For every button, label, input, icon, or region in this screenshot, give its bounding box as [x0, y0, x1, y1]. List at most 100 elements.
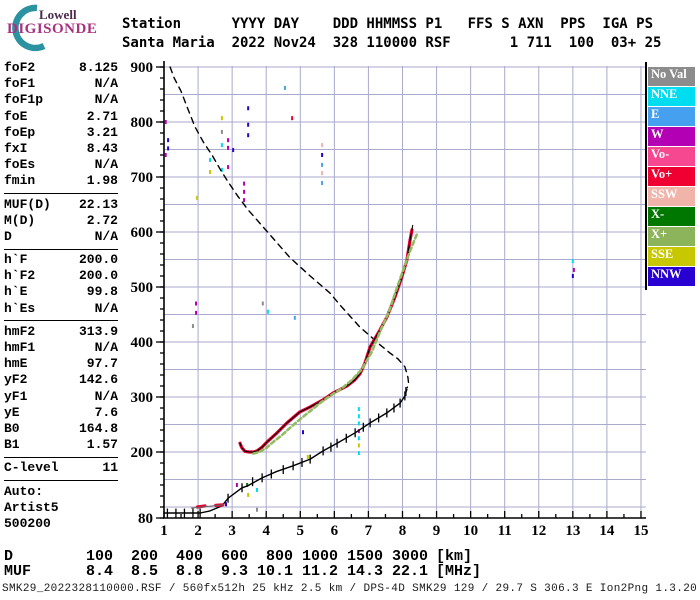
svg-text:800: 800	[131, 115, 154, 131]
y-axis-labels: 900 800 700 600 500 400 300 200 80	[131, 60, 154, 527]
param-row: h`Es N/A	[4, 301, 118, 317]
logo-digisonde-text: DIGISONDE	[7, 21, 98, 37]
param-row: hmF2 313.9	[4, 324, 118, 340]
param-row: foF1p N/A	[4, 92, 118, 108]
svg-text:3: 3	[228, 523, 236, 539]
row-value: 100	[85, 548, 113, 565]
param-label: yF2	[4, 372, 28, 388]
svg-text:6: 6	[331, 523, 339, 539]
param-row: h`F2 200.0	[4, 268, 118, 284]
param-label: foE	[4, 108, 28, 124]
row-value: 400	[175, 548, 203, 565]
param-label: hmF1	[4, 340, 36, 355]
param-value: 1.98	[86, 173, 118, 189]
series-e-trace-o-mode-seg1	[195, 504, 207, 509]
legend-chip-e: E	[648, 107, 695, 126]
param-label: foF1p	[4, 92, 44, 108]
param-value: 7.6	[94, 404, 118, 420]
param-value: 200.0	[78, 268, 118, 284]
legend-chip-ssw: SSW	[648, 187, 695, 206]
svg-text:4: 4	[262, 523, 270, 539]
svg-text:80: 80	[138, 511, 153, 527]
param-row: yF1 N/A	[4, 389, 118, 405]
param-row: fxI 8.43	[4, 141, 118, 157]
param-row: yF2 142.6	[4, 372, 118, 388]
echo-direction-legend: No Val NNE E W Vo- Vo+ SSW X- X+ SSE NNW	[648, 67, 695, 286]
logo-lowell-text: Lowell	[39, 7, 77, 22]
param-row: h`E 99.8	[4, 284, 118, 300]
panel-divider	[4, 320, 118, 322]
legend-chip-w: W	[648, 127, 695, 146]
param-row: MUF(D) 22.13	[4, 197, 118, 213]
param-value: N/A	[94, 92, 118, 108]
param-row: foF2 8.125	[4, 60, 118, 76]
muf-row: MUF 8.4 8.5 8.8 9.3 10.1 11.2 14.3 22.1 [MHz]	[4, 564, 481, 579]
profile-error-bars	[166, 387, 407, 518]
row-value: 14.3	[346, 563, 383, 580]
panel-divider	[4, 456, 118, 458]
param-label: h`Es	[4, 300, 36, 316]
row-unit: [MHz]	[436, 563, 482, 580]
param-value: 1.57	[86, 437, 118, 453]
legend-chip-x+: X+	[648, 227, 695, 246]
legend-chip-vo-: Vo-	[648, 147, 695, 166]
station-header: Station YYYY DAY DDD HHMMSS P1 FFS S AXN…	[122, 15, 661, 53]
param-row: foEp 3.21	[4, 125, 118, 141]
param-label: D	[4, 228, 12, 244]
svg-text:200: 200	[131, 445, 154, 461]
param-value: N/A	[94, 300, 118, 316]
svg-text:14: 14	[599, 523, 615, 539]
param-value: 313.9	[78, 323, 118, 339]
svg-text:5: 5	[297, 523, 305, 539]
x-axis-ticks	[163, 511, 642, 518]
lowell-digisonde-logo: Lowell DIGISONDE	[0, 0, 115, 52]
param-label: fxI	[4, 140, 28, 156]
param-row: h`F 200.0	[4, 252, 118, 268]
param-row: hmE 97.7	[4, 356, 118, 372]
svg-text:9: 9	[433, 523, 441, 539]
param-row: foE 2.71	[4, 109, 118, 125]
param-label: C-level	[4, 460, 59, 476]
axes	[163, 61, 646, 519]
svg-text:8: 8	[399, 523, 407, 539]
row-unit: [km]	[436, 548, 473, 565]
panel-divider	[4, 193, 118, 194]
svg-text:15: 15	[633, 523, 648, 539]
series-topside-profile-extrapolation	[169, 66, 410, 389]
param-value: 99.8	[86, 284, 118, 300]
scattered-echo-points	[164, 85, 575, 512]
legend-chip-nne: NNE	[648, 87, 695, 106]
row-value: 8.4	[85, 563, 113, 580]
param-label: h`E	[4, 284, 28, 300]
autoscaler-info: 500200	[4, 515, 51, 531]
param-value: 2.72	[86, 212, 118, 228]
svg-text:10: 10	[463, 523, 478, 539]
param-row: hmF1 N/A	[4, 340, 118, 356]
row-value: 3000	[391, 548, 428, 565]
param-value: 8.43	[86, 140, 118, 156]
param-label: B1	[4, 437, 20, 453]
param-row: B0 164.8	[4, 421, 118, 437]
row-value: 22.1	[391, 563, 428, 580]
x-axis-labels: 1 2 3 4 5 6 7 8 9 10 11 12 13 14 15	[160, 523, 648, 539]
distance-row: D 100 200 400 600 800 1000 1500 3000 [km]	[4, 549, 472, 564]
param-label: foF2	[4, 60, 36, 75]
param-value: 22.13	[78, 196, 118, 212]
svg-text:700: 700	[131, 170, 154, 186]
row-value: 200	[130, 548, 158, 565]
param-value: N/A	[94, 228, 118, 244]
param-label: MUF(D)	[4, 196, 51, 212]
param-label: foEp	[4, 124, 36, 140]
autoscaler-info: Artist5	[4, 499, 59, 515]
param-row: yE 7.6	[4, 405, 118, 421]
param-value: N/A	[94, 388, 118, 404]
row-value: 11.2	[301, 563, 338, 580]
svg-text:2: 2	[194, 523, 202, 539]
svg-text:12: 12	[531, 523, 546, 539]
param-value: N/A	[94, 76, 118, 92]
param-value: 164.8	[78, 420, 118, 436]
param-label: foEs	[4, 157, 36, 173]
param-row: fmin 1.98	[4, 173, 118, 189]
svg-text:7: 7	[365, 523, 373, 539]
